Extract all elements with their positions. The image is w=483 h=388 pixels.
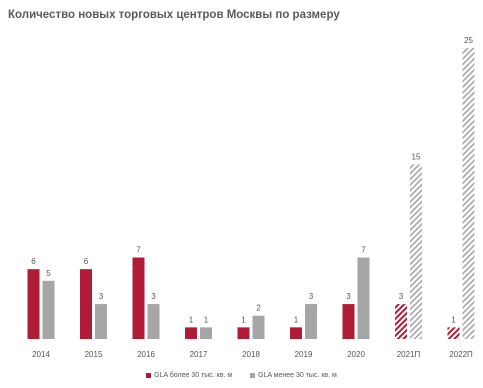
bar-series2-2019 (305, 304, 317, 339)
data-label-series2-2019: 3 (309, 292, 314, 301)
data-label-series1-2019: 1 (294, 315, 299, 324)
bar-series1-2014 (27, 269, 40, 339)
data-label-series2-2017: 1 (204, 315, 209, 324)
x-axis-ticks: 2014 2015 2016 2017 2018 2019 2020 2021П 2022П (32, 350, 473, 359)
data-label-series2-2021П: 15 (412, 152, 421, 161)
data-label-series2-2015: 3 (99, 292, 104, 301)
bar-series2-2017 (200, 327, 212, 339)
legend-swatch-series2 (250, 372, 256, 378)
legend-label-series1: GLA более 30 тыс. кв. м (154, 372, 233, 379)
x-tick-2019: 2019 (295, 350, 313, 359)
chart-title: Количество новых торговых центров Москвы… (8, 9, 340, 21)
bar-series1-2016 (132, 257, 145, 339)
bar-series1-2015 (80, 269, 92, 339)
data-label-series2-2018: 2 (256, 304, 261, 313)
data-label-series2-2014: 5 (46, 269, 51, 278)
legend-label-series2: GLA менее 30 тыс. кв. м (258, 372, 337, 379)
legend-swatch-series1 (146, 372, 152, 378)
legend-item-series2: GLA менее 30 тыс. кв. м (250, 372, 337, 379)
x-tick-2014: 2014 (32, 350, 50, 359)
bar-series2-2014 (42, 280, 55, 339)
bar-series2-2022П (462, 48, 475, 339)
bar-series1-2020 (342, 304, 355, 339)
data-label-series1-2017: 1 (189, 315, 194, 324)
x-tick-2015: 2015 (85, 350, 103, 359)
legend-item-series1: GLA более 30 тыс. кв. м (146, 372, 232, 379)
data-label-series1-2022П: 1 (451, 315, 456, 324)
data-label-series1-2020: 3 (346, 292, 351, 301)
legend: GLA более 30 тыс. кв. м GLA менее 30 тыс… (0, 372, 483, 379)
data-labels-group: 6 5 6 3 7 3 1 1 1 2 1 3 3 7 3 15 1 25 (31, 36, 473, 324)
x-tick-2016: 2016 (137, 350, 155, 359)
bars-group (27, 48, 475, 339)
bar-series2-2016 (147, 304, 160, 339)
data-label-series2-2016: 3 (151, 292, 156, 301)
bar-series1-2017 (185, 327, 197, 339)
data-label-series1-2021П: 3 (399, 292, 404, 301)
x-tick-2022П: 2022П (449, 350, 473, 359)
x-tick-2017: 2017 (190, 350, 208, 359)
data-label-series1-2014: 6 (31, 257, 36, 266)
bar-series2-2015 (95, 304, 107, 339)
bar-series1-2018 (237, 327, 250, 339)
x-tick-2021П: 2021П (397, 350, 421, 359)
data-label-series1-2015: 6 (84, 257, 89, 266)
bar-series1-2021П (395, 304, 407, 339)
bar-series1-2019 (290, 327, 302, 339)
bar-series1-2022П (447, 327, 460, 339)
data-label-series2-2022П: 25 (464, 36, 473, 45)
x-tick-2020: 2020 (347, 350, 365, 359)
bar-series2-2021П (410, 164, 422, 339)
x-tick-2018: 2018 (242, 350, 260, 359)
data-label-series2-2020: 7 (361, 246, 366, 255)
bar-series2-2020 (357, 257, 370, 339)
data-label-series1-2016: 7 (136, 246, 141, 255)
bar-series2-2018 (252, 315, 265, 339)
data-label-series1-2018: 1 (241, 315, 246, 324)
